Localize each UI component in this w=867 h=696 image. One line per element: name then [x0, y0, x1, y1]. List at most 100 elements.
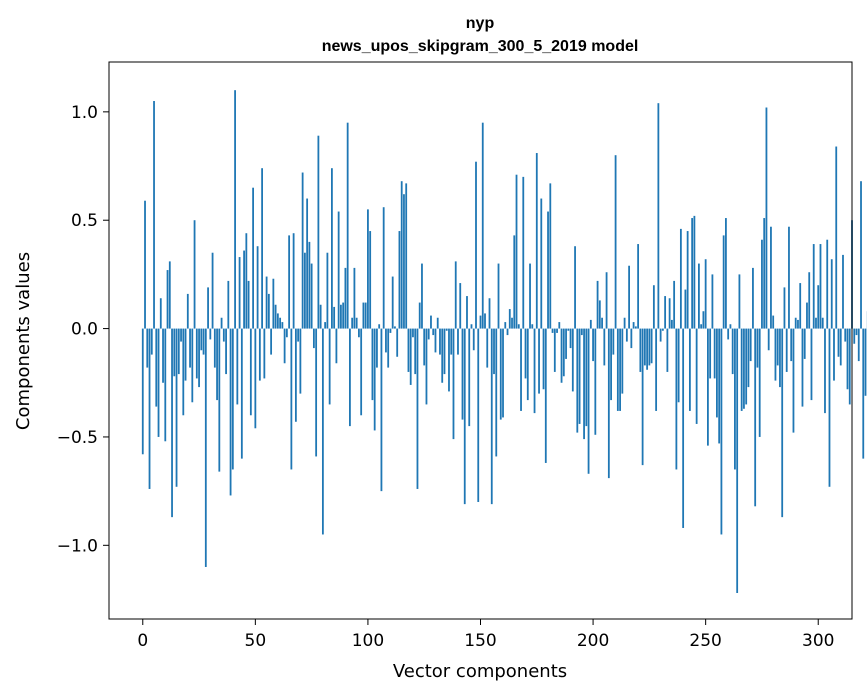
- y-tick-label: 0.5: [71, 211, 98, 231]
- bar: [470, 324, 473, 329]
- bar: [430, 315, 432, 329]
- bar: [565, 328, 567, 359]
- bar: [209, 328, 212, 340]
- bar: [409, 328, 412, 385]
- bar: [195, 328, 198, 379]
- bar: [319, 304, 322, 329]
- bar: [610, 328, 612, 401]
- bar: [785, 328, 788, 372]
- bar: [758, 328, 761, 437]
- bar: [403, 194, 405, 329]
- bar: [571, 328, 574, 392]
- bar: [423, 328, 426, 366]
- x-tick-label: 250: [689, 631, 721, 651]
- bar: [857, 328, 860, 362]
- bar: [193, 220, 196, 329]
- bar: [398, 231, 401, 329]
- bar: [544, 328, 547, 463]
- bar: [549, 183, 552, 329]
- bar: [198, 328, 200, 388]
- bar: [321, 328, 324, 535]
- bar: [616, 328, 619, 411]
- bar: [459, 283, 462, 329]
- bar: [853, 328, 856, 344]
- bar: [738, 274, 741, 329]
- bar: [657, 103, 660, 329]
- bar: [776, 328, 779, 366]
- bar: [821, 317, 824, 329]
- bar: [162, 328, 164, 383]
- bar: [625, 328, 628, 342]
- bar: [666, 328, 669, 372]
- bar: [141, 328, 144, 455]
- bar: [337, 211, 340, 329]
- bar: [335, 328, 338, 364]
- bar: [155, 328, 158, 407]
- bar: [529, 263, 531, 329]
- bar: [267, 293, 270, 329]
- bar: [394, 326, 396, 329]
- bar: [432, 328, 435, 336]
- bar: [673, 280, 676, 329]
- bar: [801, 328, 804, 407]
- bar: [693, 215, 696, 329]
- bar: [243, 250, 245, 329]
- bar: [263, 328, 266, 379]
- bar: [770, 226, 772, 329]
- bar: [607, 328, 610, 479]
- bar: [457, 328, 459, 355]
- bar: [256, 246, 259, 329]
- x-tick-label: 0: [137, 631, 148, 651]
- bar: [535, 153, 538, 329]
- bar: [234, 90, 236, 329]
- bar: [517, 324, 520, 329]
- bar: [200, 328, 203, 351]
- bar: [720, 328, 723, 535]
- bar: [418, 302, 421, 329]
- bar: [839, 328, 842, 366]
- bar: [450, 328, 453, 355]
- bar: [191, 328, 194, 403]
- bar: [371, 328, 374, 401]
- bar: [749, 328, 752, 362]
- bar: [441, 328, 444, 383]
- bar: [734, 328, 736, 470]
- bar: [245, 233, 248, 329]
- bar: [342, 302, 345, 329]
- bar: [682, 328, 685, 528]
- bar: [576, 328, 579, 433]
- bar: [612, 328, 615, 355]
- bar: [670, 319, 673, 329]
- bar: [729, 324, 732, 329]
- bar: [704, 259, 707, 329]
- bar: [551, 328, 554, 333]
- bar: [779, 328, 781, 388]
- bar: [362, 302, 365, 329]
- bar: [725, 218, 727, 329]
- bar: [659, 328, 662, 342]
- bar: [781, 328, 784, 518]
- bar: [479, 315, 482, 329]
- bar: [472, 328, 475, 351]
- bar: [641, 328, 644, 466]
- bar: [380, 328, 383, 492]
- bar: [274, 304, 277, 329]
- bar: [405, 183, 408, 329]
- bar: [558, 322, 561, 329]
- bar: [303, 252, 306, 329]
- bar: [601, 317, 603, 329]
- x-tick-label: 150: [464, 631, 496, 651]
- bar: [153, 101, 155, 329]
- bar: [578, 328, 581, 424]
- bar: [632, 322, 635, 329]
- bar: [468, 328, 471, 427]
- bar: [349, 328, 351, 427]
- bar: [765, 107, 768, 329]
- bar: [382, 207, 385, 329]
- bar: [285, 328, 288, 338]
- bar: [146, 328, 149, 368]
- bar: [144, 200, 146, 329]
- bar: [207, 287, 209, 329]
- bar: [598, 300, 601, 329]
- bar: [466, 296, 468, 329]
